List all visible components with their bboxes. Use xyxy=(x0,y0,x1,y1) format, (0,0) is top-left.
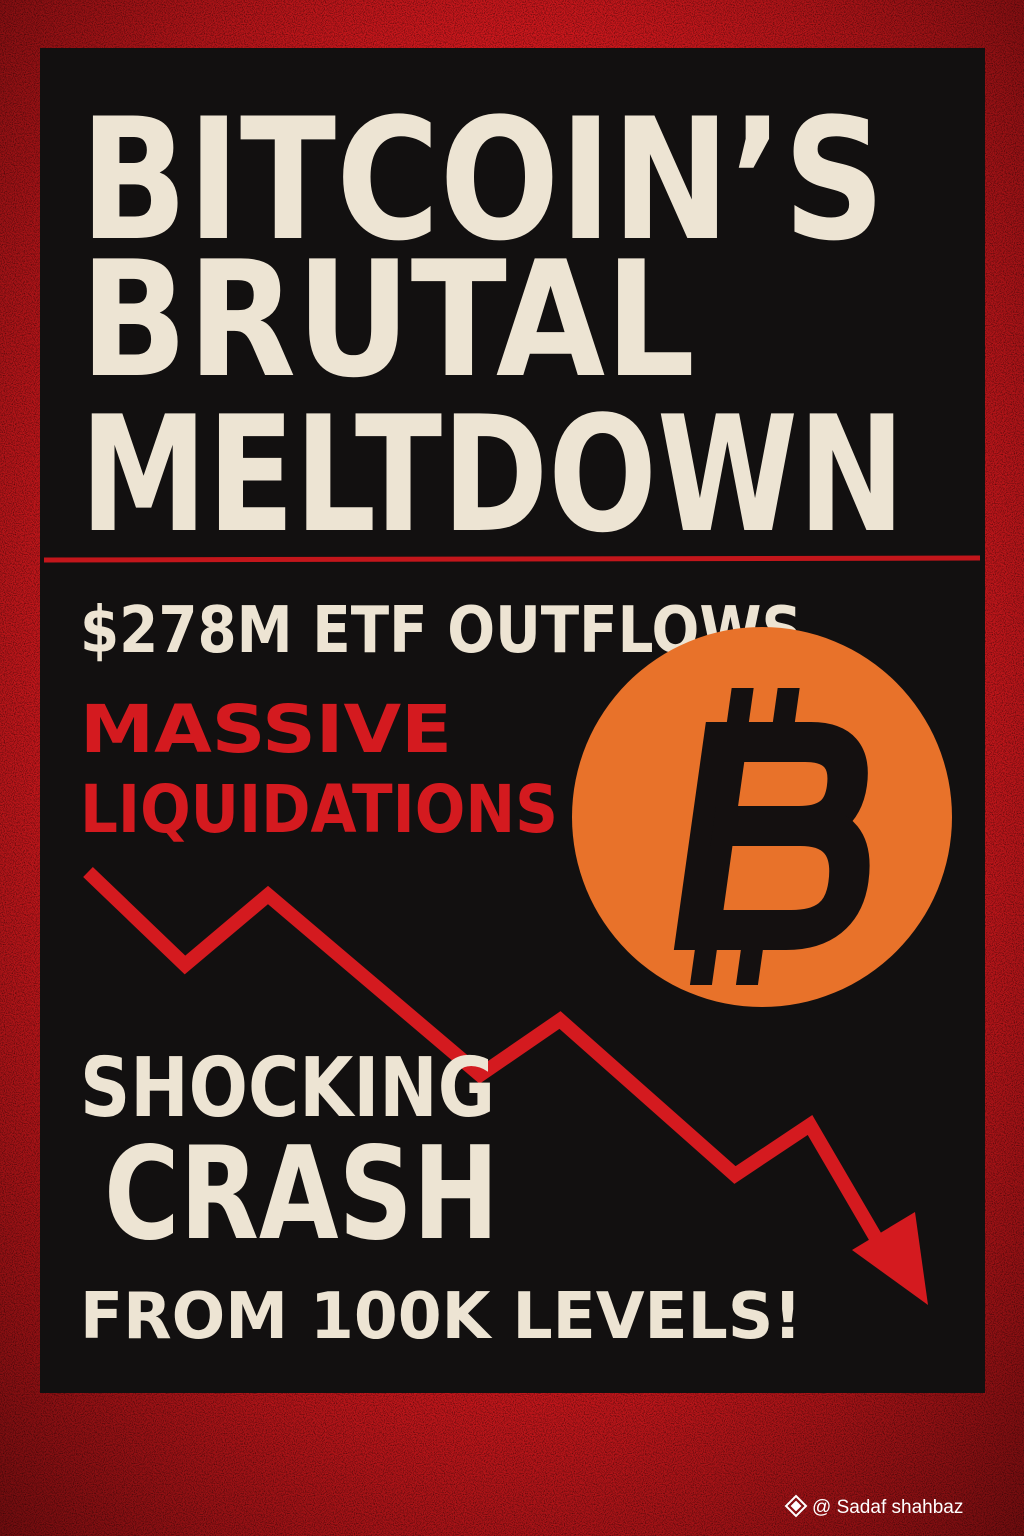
crash-arrow xyxy=(83,866,928,1305)
bitcoin-logo xyxy=(572,627,952,1007)
alert-line: LIQUIDATIONS xyxy=(80,771,558,848)
callout-line: FROM 100K LEVELS! xyxy=(80,1280,802,1354)
watermark-icon xyxy=(784,1494,808,1518)
headline-line: BRUTAL xyxy=(80,226,695,413)
callout-line: SHOCKING xyxy=(80,1041,495,1136)
callout-line: CRASH xyxy=(104,1120,499,1269)
headline-line: BITCOIN’S xyxy=(80,82,885,278)
watermark: @ Sadaf shahbaz xyxy=(812,1497,963,1518)
divider xyxy=(43,555,981,563)
alert-line: MASSIVE xyxy=(80,691,452,768)
headline-line: MELTDOWN xyxy=(80,381,905,568)
